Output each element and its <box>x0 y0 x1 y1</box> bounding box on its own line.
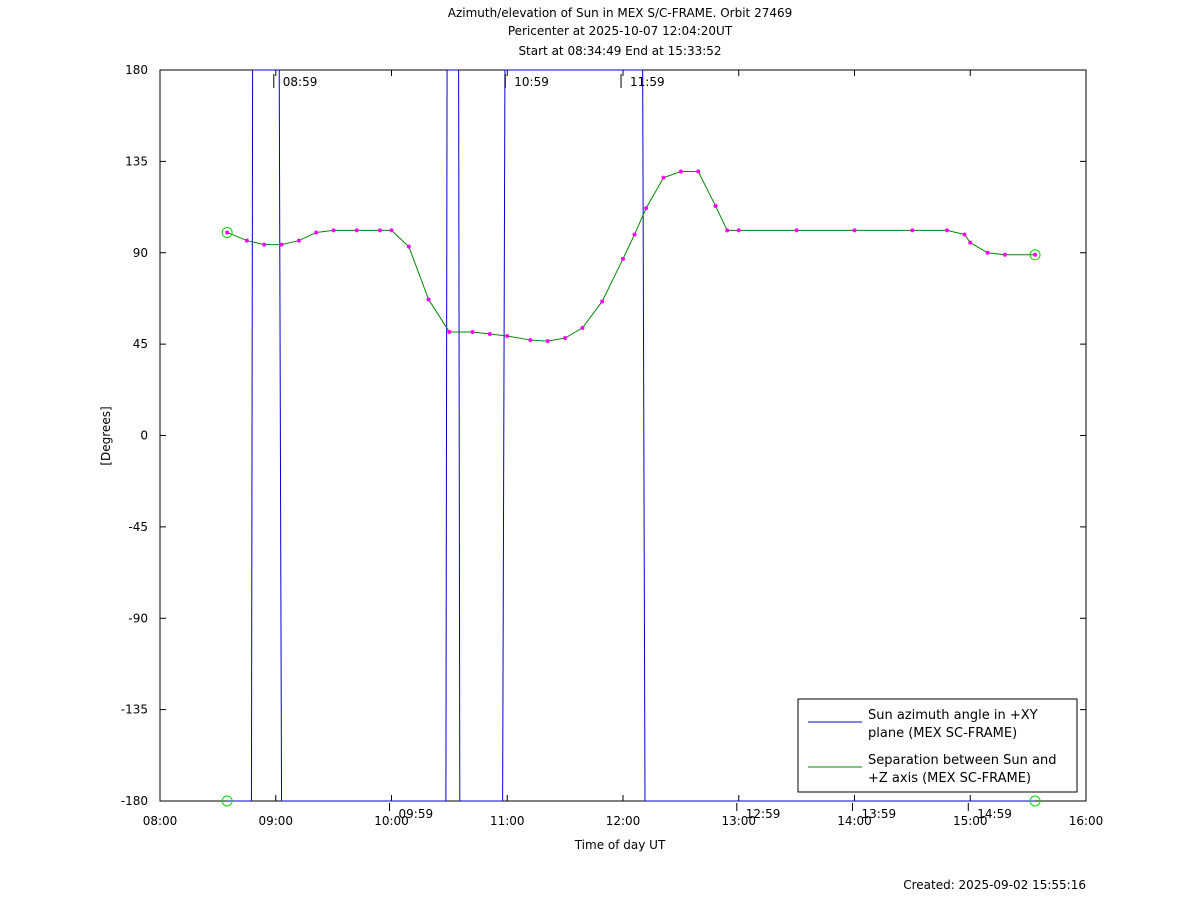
y-tick-label: -180 <box>121 794 148 808</box>
marker <box>621 256 625 261</box>
x-tick-label: 16:00 <box>1069 814 1104 828</box>
marker <box>545 339 550 344</box>
y-axis-label: [Degrees] <box>99 406 113 465</box>
marker <box>296 238 301 243</box>
marker <box>600 299 605 304</box>
marker <box>678 169 683 174</box>
x-tick-label: 09:00 <box>258 814 293 828</box>
footer: Created: 2025-09-02 15:55:16 <box>903 878 1086 892</box>
annotation: 08:59 <box>283 75 318 89</box>
marker <box>354 228 359 233</box>
y-tick-label: -135 <box>121 703 148 717</box>
end-marker <box>1029 795 1041 807</box>
marker <box>580 325 585 330</box>
marker <box>279 242 284 247</box>
marker <box>661 175 666 180</box>
y-tick-label: 0 <box>140 429 148 443</box>
marker <box>447 329 452 334</box>
y-tick-label: 45 <box>133 337 148 351</box>
marker <box>225 230 230 235</box>
marker <box>505 334 510 339</box>
legend-box <box>797 698 1078 793</box>
marker <box>470 329 475 334</box>
annotation: 12:59 <box>746 807 781 821</box>
x-tick-label: 13:00 <box>721 814 756 828</box>
marker <box>962 232 967 237</box>
marker <box>331 228 336 233</box>
x-axis-label: Time of day UT <box>574 838 666 852</box>
y-tick-label: 90 <box>133 246 148 260</box>
marker <box>262 242 267 247</box>
marker <box>406 244 411 249</box>
series-line <box>226 171 1036 342</box>
marker <box>725 228 730 233</box>
x-tick-label: 12:00 <box>606 814 641 828</box>
x-tick-label: 15:00 <box>953 814 988 828</box>
marker <box>1002 252 1007 257</box>
y-tick-label: -45 <box>128 520 148 534</box>
y-tick-label: -90 <box>128 611 148 625</box>
end-marker <box>1029 249 1041 261</box>
marker <box>736 228 741 233</box>
marker <box>314 230 319 235</box>
annotation: 11:59 <box>630 75 665 89</box>
end-marker <box>221 226 233 238</box>
marker <box>389 228 394 233</box>
marker <box>985 250 990 255</box>
marker <box>644 206 649 211</box>
x-tick-label: 10:00 <box>374 814 409 828</box>
marker <box>244 238 249 243</box>
marker <box>528 338 533 343</box>
series-line <box>227 69 1036 802</box>
chart-subtitle: Start at 08:34:49 End at 15:33:52 <box>518 44 721 58</box>
marker <box>632 232 637 237</box>
plot-frame <box>159 69 1087 802</box>
marker <box>1033 252 1038 257</box>
chart-subtitle: Pericenter at 2025-10-07 12:04:20UT <box>508 24 733 38</box>
chart-title: Azimuth/elevation of Sun in MEX S/C-FRAM… <box>448 6 793 20</box>
marker <box>945 228 950 233</box>
x-tick-label: 14:00 <box>837 814 872 828</box>
end-marker <box>221 795 233 807</box>
marker <box>713 204 718 209</box>
annotation: 10:59 <box>514 75 549 89</box>
annotation: 09:59 <box>399 807 434 821</box>
marker <box>563 336 568 341</box>
marker <box>794 228 799 233</box>
marker <box>696 169 701 174</box>
marker <box>910 228 915 233</box>
y-tick-label: 135 <box>125 154 148 168</box>
x-tick-label: 11:00 <box>490 814 525 828</box>
annotation: 14:59 <box>977 807 1012 821</box>
legend-label: Sun azimuth angle in +XY plane (MEX SC-F… <box>868 708 1038 741</box>
marker <box>968 240 973 245</box>
marker <box>852 228 857 233</box>
annotation: 13:59 <box>862 807 897 821</box>
legend-label: Separation between Sun and +Z axis (MEX … <box>868 753 1057 786</box>
x-tick-label: 08:00 <box>143 814 178 828</box>
y-tick-label: 180 <box>125 63 148 77</box>
marker <box>426 297 431 302</box>
marker <box>487 331 492 336</box>
marker <box>377 228 382 233</box>
